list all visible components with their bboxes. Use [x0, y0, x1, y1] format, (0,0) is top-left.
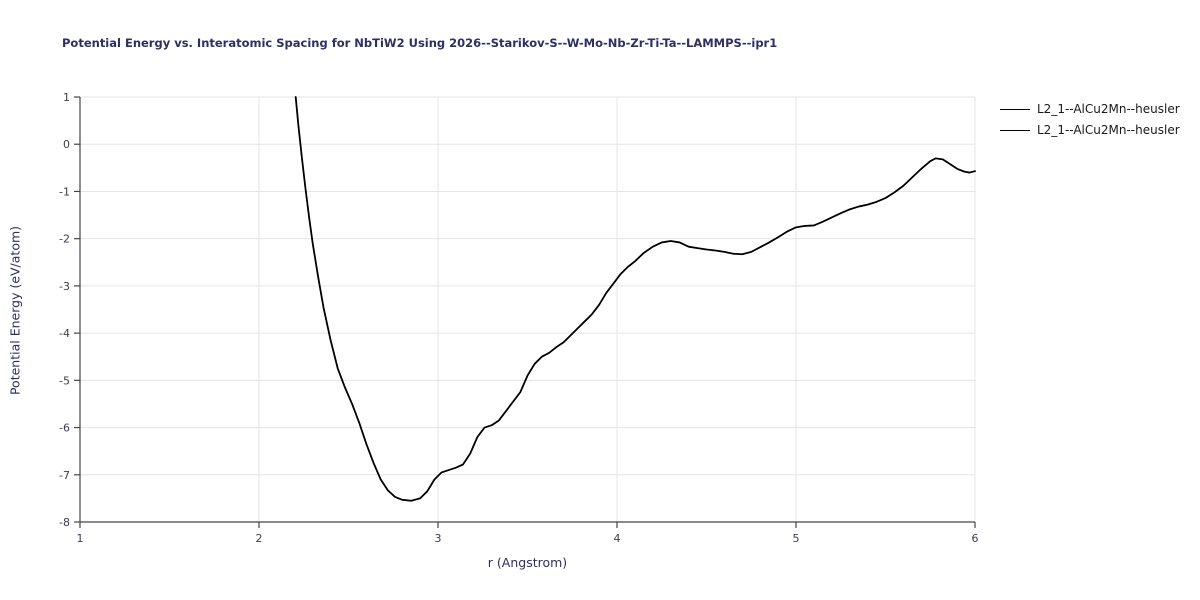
legend-item: L2_1--AlCu2Mn--heusler: [1000, 123, 1180, 137]
x-tick-label: 2: [256, 532, 263, 545]
legend-line-swatch: [1000, 129, 1030, 131]
y-tick-label: -2: [59, 233, 70, 246]
y-tick-label: -8: [59, 516, 70, 529]
legend: L2_1--AlCu2Mn--heusler L2_1--AlCu2Mn--heu…: [1000, 102, 1180, 137]
x-tick-label: 5: [793, 532, 800, 545]
energy-curve: [294, 96, 976, 502]
x-tick-label: 1: [77, 532, 84, 545]
y-tick-label: -1: [59, 185, 70, 198]
legend-label: L2_1--AlCu2Mn--heusler: [1037, 123, 1180, 137]
x-tick-label: 6: [972, 532, 979, 545]
legend-item: L2_1--AlCu2Mn--heusler: [1000, 102, 1180, 116]
chart-title: Potential Energy vs. Interatomic Spacing…: [62, 36, 778, 50]
legend-label: L2_1--AlCu2Mn--heusler: [1037, 102, 1180, 116]
x-axis-label: r (Angstrom): [487, 555, 568, 570]
y-tick-label: -6: [59, 422, 70, 435]
y-tick-label: -7: [59, 469, 70, 482]
y-tick-label: -3: [59, 280, 70, 293]
x-tick-label: 4: [614, 532, 621, 545]
y-axis-label: Potential Energy (eV/atom): [7, 225, 23, 396]
y-tick-label: 1: [63, 91, 70, 104]
x-tick-label: 3: [435, 532, 442, 545]
y-tick-label: 0: [63, 138, 70, 151]
legend-line-swatch: [1000, 108, 1030, 110]
y-tick-label: -5: [59, 374, 70, 387]
y-tick-label: -4: [59, 327, 70, 340]
